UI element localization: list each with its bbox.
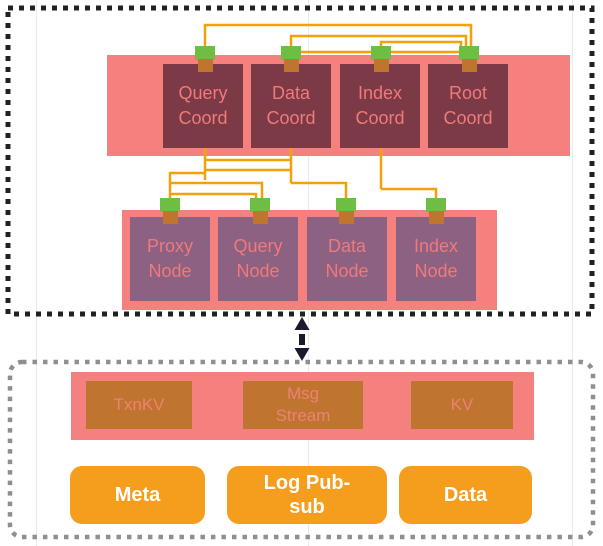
proxy-node-box: Proxy Node [130,217,210,301]
wire-querycoord-querynode [170,181,264,198]
pin-green [250,198,270,212]
connector-pin [250,198,270,224]
pin-green [195,46,215,60]
guide-line [572,0,573,546]
data-box: Data [399,466,532,524]
data-coord-label: Data Coord [266,83,316,128]
pin-brown [197,59,213,72]
pin-brown [338,211,354,224]
log-pubsub-label: Log Pub-sub [263,472,351,518]
data-node-box: Data Node [307,217,387,301]
compute-layer-border [5,5,595,317]
meta-label: Meta [114,484,161,506]
connector-pin [426,198,446,224]
pin-brown [373,59,389,72]
wire-indexcoord-indexnode [381,187,438,198]
index-node-label: Index Node [413,236,459,281]
pin-brown [283,59,299,72]
wire-datacoord-rootcoord [289,34,468,46]
log-pubsub-box: Log Pub-sub [227,466,387,524]
proxy-node-label: Proxy Node [146,236,193,281]
data-label: Data [443,484,488,506]
wire-querycoord-rootcoord [203,23,473,46]
kv-label: KV [450,395,474,414]
root-coord-box: Root Coord [428,64,508,148]
connector-pin [160,198,180,224]
connector-pin [281,46,301,72]
query-coord-label: Query Coord [178,83,228,128]
pin-green [426,198,446,212]
guide-line [36,0,37,546]
query-node-box: Query Node [218,217,298,301]
kv-box: KV [411,381,513,429]
wire-proxynode-querynode [170,192,258,198]
pin-brown [252,211,268,224]
data-node-label: Data Node [325,236,369,281]
query-node-label: Query Node [233,236,283,281]
wire-datacoord-datanode [291,181,348,198]
wire-indexcoord-rootcoord [379,40,463,46]
msg-stream-box: Msg Stream [243,381,363,429]
pin-green [281,46,301,60]
meta-box: Meta [70,466,205,524]
connector-pin [371,46,391,72]
pin-green [371,46,391,60]
pin-brown [461,59,477,72]
msg-stream-label: Msg Stream [275,384,331,425]
storage-layer-border [7,359,596,540]
query-coord-box: Query Coord [163,64,243,148]
pin-brown [162,211,178,224]
pin-brown [428,211,444,224]
pin-green [160,198,180,212]
connector-pin [459,46,479,72]
txnkv-label: TxnKV [113,395,165,414]
pin-green [459,46,479,60]
index-coord-box: Index Coord [340,64,420,148]
index-coord-label: Index Coord [355,83,405,128]
index-node-box: Index Node [396,217,476,301]
connector-pin [195,46,215,72]
txnkv-box: TxnKV [86,381,192,429]
data-coord-box: Data Coord [251,64,331,148]
pin-green [336,198,356,212]
wire-querycoord-proxynode [168,171,205,198]
root-coord-label: Root Coord [443,83,493,128]
connector-pin [336,198,356,224]
